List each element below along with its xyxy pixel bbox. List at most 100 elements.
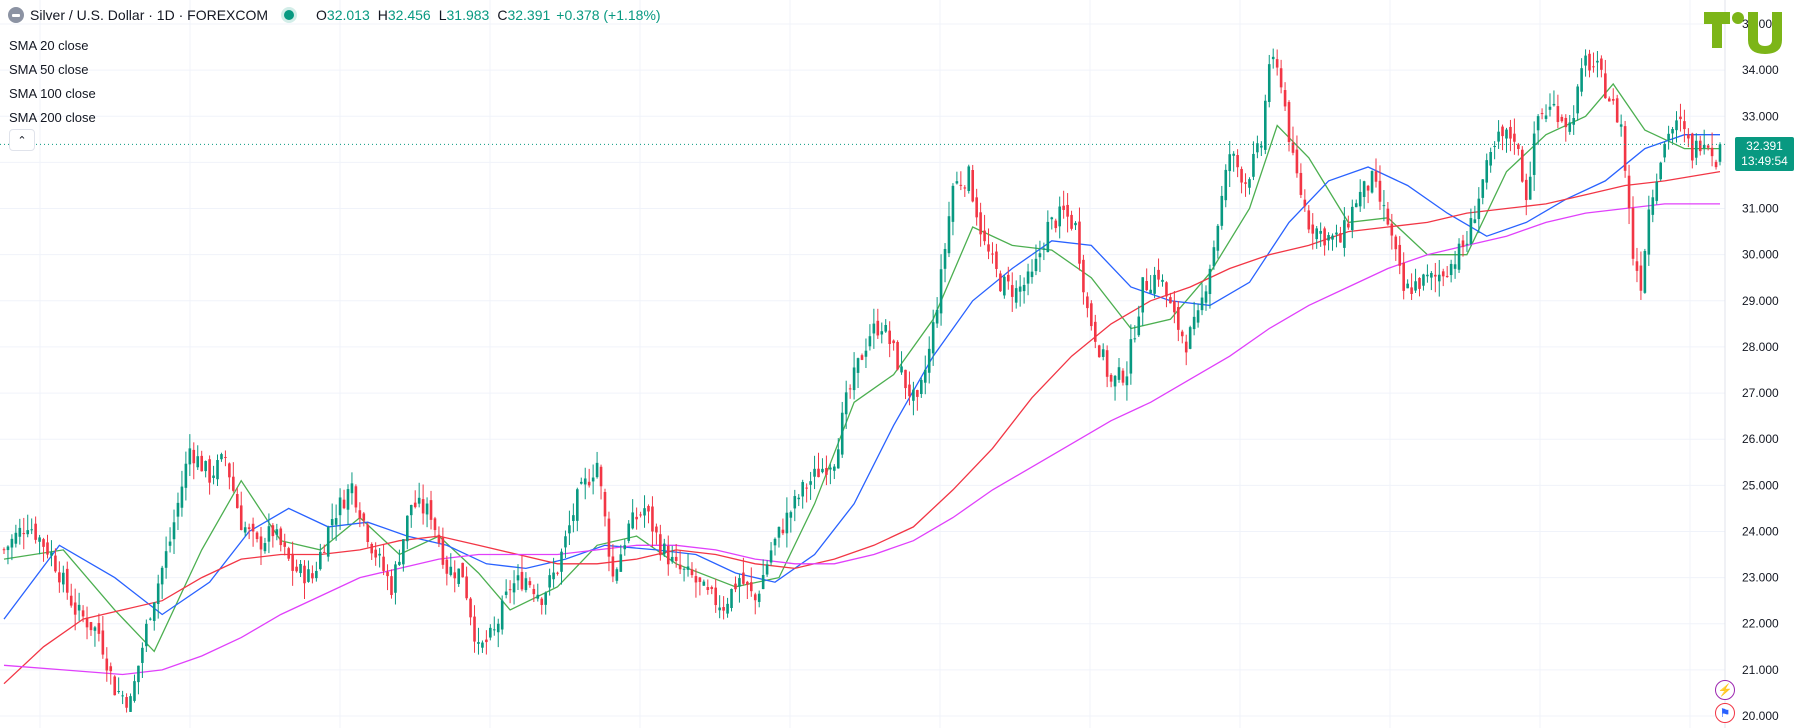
y-tick-label: 22.000 bbox=[1742, 617, 1779, 631]
indicator-params: 20 close bbox=[40, 38, 89, 53]
candle bbox=[619, 544, 623, 572]
candle bbox=[137, 665, 140, 695]
silver-coin-icon[interactable] bbox=[8, 7, 24, 23]
lightning-icon[interactable]: ⚡ bbox=[1715, 680, 1735, 700]
candle bbox=[85, 606, 89, 640]
candle bbox=[441, 527, 445, 569]
indicator-sma-20[interactable]: SMA 20 close bbox=[9, 34, 96, 58]
candle bbox=[829, 463, 832, 485]
candle bbox=[639, 511, 642, 518]
candle bbox=[971, 164, 975, 203]
candle bbox=[1481, 179, 1485, 205]
candle bbox=[935, 297, 939, 328]
candle bbox=[793, 489, 797, 522]
indicator-sma-100[interactable]: SMA 100 close bbox=[9, 82, 96, 106]
candle bbox=[34, 516, 37, 544]
indicator-name: SMA bbox=[9, 110, 37, 125]
market-status-icon[interactable] bbox=[284, 10, 295, 20]
candle bbox=[1003, 274, 1006, 299]
candle bbox=[1145, 268, 1148, 292]
candle bbox=[1394, 234, 1398, 261]
candle bbox=[200, 450, 203, 472]
candle bbox=[1204, 285, 1208, 311]
candle bbox=[1714, 159, 1718, 170]
candle bbox=[987, 228, 990, 260]
y-tick-label: 23.000 bbox=[1742, 571, 1779, 585]
candle bbox=[271, 523, 275, 548]
candle bbox=[1426, 264, 1429, 283]
candle bbox=[489, 624, 492, 641]
candle bbox=[117, 677, 120, 694]
candle bbox=[267, 513, 271, 554]
collapse-legend-button[interactable]: ⌃ bbox=[9, 129, 35, 151]
candle bbox=[1544, 104, 1548, 123]
indicator-params: 50 close bbox=[40, 62, 89, 77]
candle bbox=[1619, 114, 1623, 137]
candle bbox=[746, 580, 749, 600]
candle bbox=[46, 534, 49, 559]
candle bbox=[346, 484, 350, 526]
candle bbox=[172, 509, 176, 554]
candle bbox=[1267, 54, 1271, 108]
candle bbox=[1042, 242, 1046, 261]
candle bbox=[627, 520, 631, 544]
candle bbox=[1505, 127, 1508, 153]
candle bbox=[1121, 368, 1125, 386]
candle bbox=[97, 613, 101, 642]
candle bbox=[1536, 114, 1540, 146]
candle bbox=[1655, 173, 1659, 205]
candle bbox=[556, 571, 559, 576]
y-tick-label: 25.000 bbox=[1742, 478, 1779, 492]
candle bbox=[1086, 292, 1089, 318]
candle bbox=[852, 352, 856, 400]
close-value: 32.391 bbox=[507, 7, 551, 23]
candle bbox=[69, 583, 73, 608]
candle bbox=[1600, 55, 1603, 78]
symbol-header: Silver / U.S. Dollar · 1D · FOREXCOM O 32… bbox=[8, 7, 661, 23]
candle bbox=[1070, 210, 1073, 231]
last-price: 32.391 bbox=[1746, 139, 1783, 153]
candle bbox=[58, 561, 61, 593]
candle bbox=[809, 471, 812, 500]
candle bbox=[1169, 292, 1172, 304]
candle bbox=[1560, 114, 1564, 123]
candle bbox=[512, 570, 516, 605]
candle bbox=[204, 460, 207, 478]
candle bbox=[959, 171, 963, 191]
candle bbox=[1141, 277, 1145, 326]
candle bbox=[1398, 236, 1402, 275]
candle bbox=[390, 569, 393, 599]
candle bbox=[520, 555, 524, 592]
candle bbox=[967, 164, 971, 194]
candle bbox=[1706, 144, 1710, 151]
candle bbox=[572, 503, 575, 533]
candle bbox=[1592, 52, 1595, 73]
candle bbox=[1402, 252, 1405, 300]
candle bbox=[817, 452, 820, 478]
candle bbox=[983, 214, 986, 246]
flag-icon[interactable]: ⚑ bbox=[1715, 703, 1735, 723]
candle bbox=[742, 557, 745, 586]
candle bbox=[1279, 59, 1283, 94]
symbol-title[interactable]: Silver / U.S. Dollar · 1D · FOREXCOM bbox=[30, 7, 269, 23]
candle bbox=[643, 495, 646, 528]
y-tick-label: 29.000 bbox=[1742, 294, 1779, 308]
candle bbox=[1125, 361, 1129, 401]
indicator-sma-50[interactable]: SMA 50 close bbox=[9, 58, 96, 82]
candle bbox=[1675, 111, 1678, 143]
candle bbox=[1540, 108, 1544, 120]
candle bbox=[164, 536, 168, 579]
candle bbox=[1113, 374, 1117, 401]
indicator-sma-200[interactable]: SMA 200 close bbox=[9, 106, 96, 130]
candle bbox=[259, 526, 263, 566]
y-tick-label: 21.000 bbox=[1742, 663, 1779, 677]
candle bbox=[1208, 264, 1212, 309]
candle bbox=[1093, 314, 1097, 349]
candle bbox=[769, 542, 773, 566]
candle bbox=[477, 627, 480, 655]
candle bbox=[402, 539, 405, 572]
candle bbox=[1362, 180, 1366, 209]
candle bbox=[663, 538, 666, 557]
